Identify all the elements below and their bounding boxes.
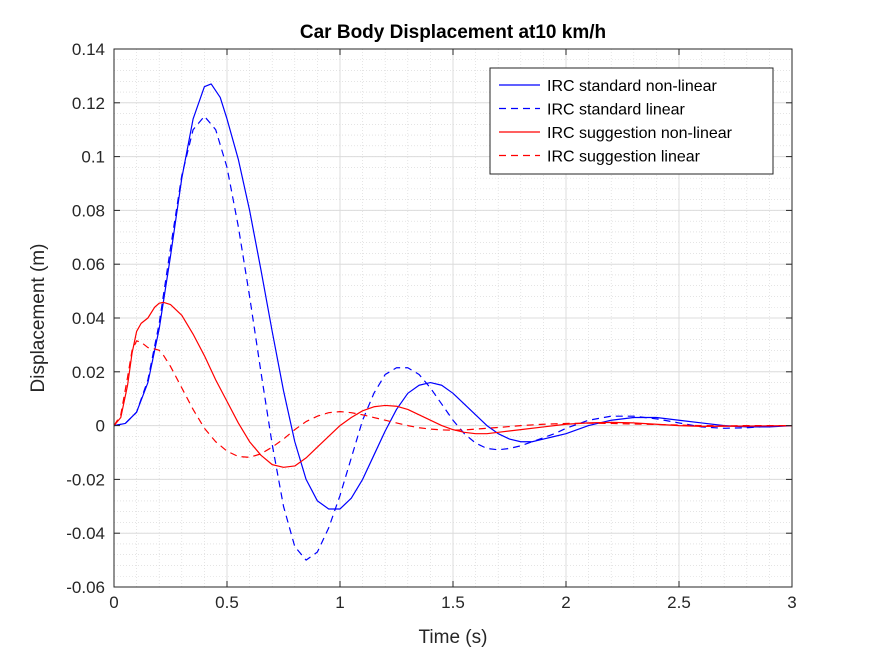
y-tick-label: 0: [96, 417, 105, 436]
series-line-2: [113, 301, 793, 468]
legend-label: IRC suggestion linear: [547, 149, 701, 166]
x-tick-label: 2.5: [667, 593, 691, 612]
y-tick-label: 0.12: [72, 94, 105, 113]
series-line-3: [113, 340, 792, 458]
x-tick-label: 0.5: [215, 593, 239, 612]
y-tick-label: 0.02: [72, 363, 105, 382]
tick-labels: 0 0.5 1 1.5 2 2.5 3 -0.06 -0.04 -0.02 0 0.02 0.04 0.0…: [66, 40, 796, 612]
y-axis-title: Displacement (m): [28, 244, 49, 393]
x-tick-label: 1.5: [441, 593, 465, 612]
legend-label: IRC standard linear: [547, 102, 686, 119]
y-tick-label: 0.1: [81, 148, 105, 167]
chart-title: Car Body Displacement at10 km/h: [300, 22, 606, 43]
y-tick-label: -0.02: [66, 470, 105, 489]
y-tick-label: 0.06: [72, 255, 105, 274]
x-tick-label: 3: [787, 593, 796, 612]
x-tick-label: 0: [109, 593, 118, 612]
legend-label: IRC suggestion non-linear: [547, 125, 733, 142]
legend-label: IRC standard non-linear: [547, 78, 718, 95]
x-tick-label: 2: [561, 593, 570, 612]
series-line-1: [113, 115, 793, 561]
legend: IRC standard non-linear IRC standard line…: [489, 67, 774, 175]
y-tick-label: 0.14: [72, 40, 105, 59]
x-axis-title: Time (s): [419, 627, 488, 648]
legend-box: [489, 67, 774, 175]
axis-ticks: [113, 48, 793, 588]
y-tick-label: 0.04: [72, 309, 105, 328]
y-tick-label: -0.06: [66, 578, 105, 597]
series-lines: [113, 83, 793, 561]
x-tick-label: 1: [335, 593, 344, 612]
y-tick-label: 0.08: [72, 201, 105, 220]
y-tick-label: -0.04: [66, 524, 105, 543]
